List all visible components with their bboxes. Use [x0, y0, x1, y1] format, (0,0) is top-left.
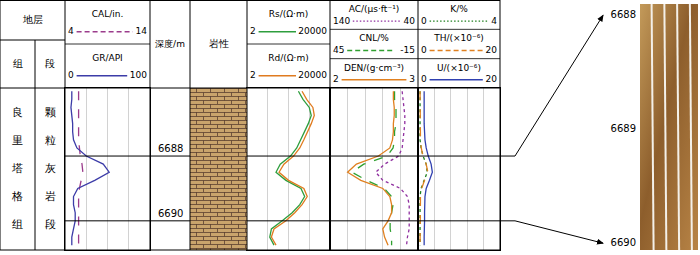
svg-text:45: 45 — [333, 45, 344, 55]
svg-text:里: 里 — [12, 134, 23, 147]
svg-text:AC/(μs·ft⁻¹): AC/(μs·ft⁻¹) — [349, 4, 400, 14]
svg-text:100: 100 — [130, 70, 147, 80]
svg-text:20000: 20000 — [298, 26, 327, 36]
svg-text:4: 4 — [491, 16, 497, 26]
svg-text:20: 20 — [486, 74, 498, 84]
svg-text:Rs/(Ω·m): Rs/(Ω·m) — [269, 9, 309, 19]
svg-text:40: 40 — [404, 16, 416, 26]
svg-text:U/(×10⁻⁶): U/(×10⁻⁶) — [437, 63, 481, 73]
svg-text:段: 段 — [45, 58, 55, 69]
svg-text:2: 2 — [250, 70, 256, 80]
svg-text:CNL/%: CNL/% — [359, 33, 389, 43]
svg-text:组: 组 — [13, 58, 23, 69]
svg-text:DEN/(g·cm⁻³): DEN/(g·cm⁻³) — [344, 63, 404, 73]
svg-text:粒: 粒 — [45, 134, 56, 147]
svg-text:3: 3 — [409, 74, 415, 84]
svg-text:TH/(×10⁻⁶): TH/(×10⁻⁶) — [433, 33, 484, 43]
svg-text:CAL/in.: CAL/in. — [92, 9, 124, 19]
svg-text:6688: 6688 — [611, 9, 636, 20]
svg-text:GR/API: GR/API — [92, 53, 123, 63]
svg-text:岩: 岩 — [45, 190, 56, 203]
svg-text:地层: 地层 — [22, 14, 43, 25]
svg-text:0: 0 — [421, 45, 427, 55]
svg-text:格: 格 — [11, 190, 23, 203]
svg-text:K/%: K/% — [450, 4, 468, 14]
svg-text:6690: 6690 — [611, 237, 636, 248]
svg-text:6688: 6688 — [158, 143, 183, 154]
svg-text:灰: 灰 — [45, 162, 56, 175]
svg-text:Rd/(Ω·m): Rd/(Ω·m) — [268, 53, 309, 63]
svg-text:20: 20 — [486, 45, 498, 55]
svg-text:颗: 颗 — [45, 106, 56, 119]
svg-text:14: 14 — [136, 26, 148, 36]
svg-text:2: 2 — [333, 74, 339, 84]
svg-text:6689: 6689 — [611, 123, 636, 134]
svg-text:岩性: 岩性 — [209, 38, 229, 49]
svg-text:-15: -15 — [400, 45, 415, 55]
svg-text:组: 组 — [12, 218, 23, 231]
svg-text:0: 0 — [68, 70, 74, 80]
svg-text:6690: 6690 — [158, 208, 183, 219]
svg-text:0: 0 — [421, 74, 427, 84]
svg-text:20000: 20000 — [298, 70, 327, 80]
svg-text:段: 段 — [45, 218, 56, 231]
svg-text:深度/m: 深度/m — [155, 39, 185, 49]
svg-text:良: 良 — [12, 106, 23, 119]
svg-text:0: 0 — [421, 16, 427, 26]
svg-text:塔: 塔 — [11, 162, 23, 175]
svg-text:4: 4 — [68, 26, 74, 36]
svg-text:140: 140 — [333, 16, 350, 26]
svg-text:2: 2 — [250, 26, 256, 36]
